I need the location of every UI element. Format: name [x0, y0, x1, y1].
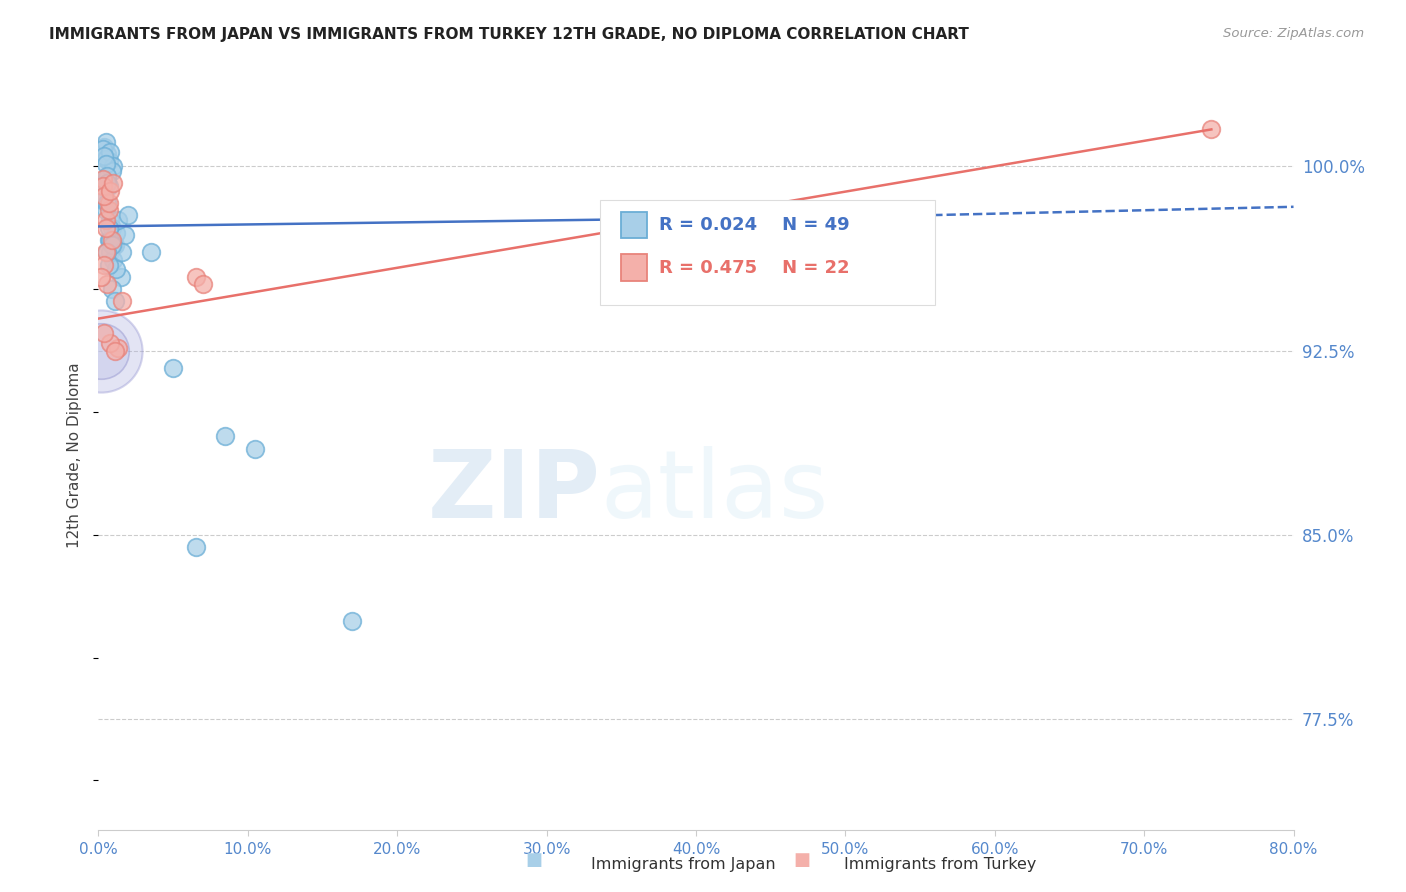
- Point: [90, 343, 112, 358]
- Text: IMMIGRANTS FROM JAPAN VS IMMIGRANTS FROM TURKEY 12TH GRADE, NO DIPLOMA CORRELATI: IMMIGRANTS FROM JAPAN VS IMMIGRANTS FROM…: [49, 27, 969, 42]
- Point: [103, 177, 125, 191]
- Point: [97, 154, 120, 169]
- Point: [103, 252, 125, 267]
- Point: [94, 213, 117, 227]
- Point: [110, 269, 132, 284]
- Point: [97, 258, 120, 272]
- Point: [117, 208, 139, 222]
- Point: [101, 164, 124, 178]
- Point: [91, 142, 114, 156]
- Text: ■: ■: [526, 851, 543, 869]
- Text: R = 0.475    N = 22: R = 0.475 N = 22: [659, 259, 849, 277]
- Point: [139, 245, 162, 260]
- Point: [104, 238, 127, 252]
- Text: Immigrants from Japan: Immigrants from Japan: [591, 857, 775, 872]
- Point: [101, 233, 124, 247]
- Point: [98, 184, 122, 198]
- Point: [908, 233, 931, 247]
- Text: R = 0.024    N = 49: R = 0.024 N = 49: [659, 216, 849, 234]
- Point: [90, 269, 112, 284]
- Point: [114, 228, 136, 243]
- Point: [97, 196, 120, 211]
- Text: ■: ■: [793, 851, 810, 869]
- Point: [94, 220, 117, 235]
- Point: [91, 171, 114, 186]
- Point: [97, 203, 120, 218]
- Point: [90, 343, 112, 358]
- Point: [342, 614, 364, 628]
- Point: [105, 262, 128, 277]
- Point: [96, 277, 118, 292]
- Point: [103, 238, 125, 252]
- Point: [640, 226, 662, 240]
- Point: [98, 233, 122, 247]
- Point: [111, 294, 134, 309]
- Point: [98, 336, 122, 351]
- Point: [96, 171, 118, 186]
- Point: [214, 429, 236, 443]
- Point: [97, 220, 120, 235]
- Point: [96, 196, 118, 211]
- Point: [111, 245, 134, 260]
- Point: [103, 159, 125, 173]
- Point: [93, 149, 115, 163]
- Point: [91, 178, 114, 193]
- Point: [104, 294, 127, 309]
- Point: [97, 233, 120, 247]
- Point: [96, 169, 118, 183]
- Point: [1201, 122, 1223, 136]
- Point: [96, 177, 118, 191]
- Text: atlas: atlas: [600, 446, 828, 539]
- Point: [101, 220, 124, 235]
- Text: Source: ZipAtlas.com: Source: ZipAtlas.com: [1223, 27, 1364, 40]
- Point: [98, 145, 122, 159]
- Point: [107, 341, 129, 355]
- Point: [94, 157, 117, 171]
- Point: [93, 139, 115, 153]
- FancyBboxPatch shape: [600, 200, 935, 305]
- Point: [97, 178, 120, 193]
- Point: [98, 213, 122, 227]
- Point: [107, 213, 129, 227]
- Point: [184, 540, 207, 554]
- Point: [94, 135, 117, 149]
- Text: ZIP: ZIP: [427, 446, 600, 539]
- Point: [104, 343, 127, 358]
- Bar: [620, 211, 647, 238]
- Point: [93, 194, 115, 208]
- Point: [93, 188, 115, 202]
- Point: [93, 258, 115, 272]
- Bar: [620, 254, 647, 281]
- Point: [94, 152, 117, 166]
- Point: [93, 188, 115, 202]
- Point: [162, 360, 184, 375]
- Point: [98, 245, 122, 260]
- Point: [101, 282, 124, 296]
- Point: [96, 245, 118, 260]
- Y-axis label: 12th Grade, No Diploma: 12th Grade, No Diploma: [67, 362, 83, 548]
- Point: [184, 269, 207, 284]
- Point: [94, 245, 117, 260]
- Text: Immigrants from Turkey: Immigrants from Turkey: [844, 857, 1036, 872]
- Point: [91, 184, 114, 198]
- Point: [93, 326, 115, 341]
- Point: [96, 147, 118, 161]
- Point: [245, 442, 267, 456]
- Point: [191, 277, 214, 292]
- Point: [94, 203, 117, 218]
- Point: [101, 238, 124, 252]
- Point: [105, 226, 128, 240]
